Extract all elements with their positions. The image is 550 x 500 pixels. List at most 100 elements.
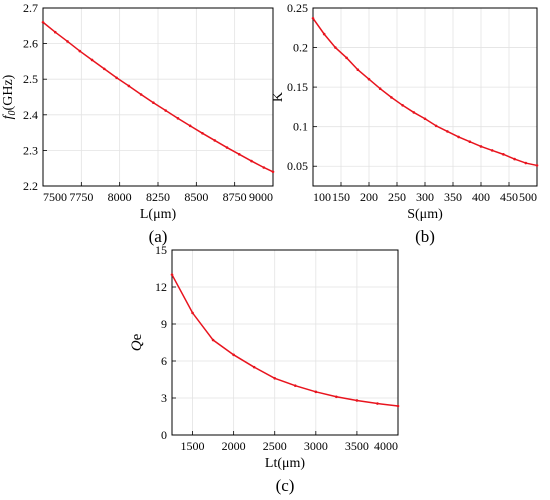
panel-b-data-point <box>479 145 483 148</box>
panel-b-data-point <box>311 16 315 20</box>
panel-c-xtick-label: 3000 <box>304 439 328 453</box>
panel-b-ytick-label: 0.05 <box>287 159 308 173</box>
panel-b-data-point <box>434 124 438 128</box>
panel-b-data-point <box>401 104 404 107</box>
panel-a-xtick-label: 8250 <box>146 190 170 204</box>
panel-c-ticks: 1500 2000 2500 3000 3500 4000 0 3 6 9 12 15 <box>155 243 399 453</box>
panel-a-xtick-label: 7500 <box>43 190 67 204</box>
panel-b-grid <box>312 7 538 186</box>
panel-a-data-point <box>90 58 94 62</box>
panel-c-x-axis-label: Lt(μm) <box>265 456 305 471</box>
panel-c-ytick-label: 6 <box>161 354 167 368</box>
panel-c-data-point <box>191 311 194 315</box>
panel-a-xtick-label: 7750 <box>69 190 93 204</box>
panel-a-data-point <box>188 124 192 128</box>
panel-a-xtick-label: 8000 <box>108 190 132 204</box>
panel-c-data-point <box>211 338 215 342</box>
panel-b-y-axis-label: K <box>271 92 286 102</box>
panel-a-data-point <box>139 93 143 96</box>
panel-c-data-point <box>252 365 256 369</box>
panel-c-data-point <box>335 395 338 399</box>
panel-b-ytick-label: 0.25 <box>287 1 308 15</box>
panel-c-data-point <box>232 353 235 357</box>
panel-c-y-axis-label-main: Q <box>129 340 145 351</box>
panel-a-data-point <box>213 139 217 142</box>
panel-b-ytick-label: 0.2 <box>293 41 308 55</box>
panel-b-xtick-label: 350 <box>444 190 462 204</box>
panel-b-xtick-label: 300 <box>416 190 434 204</box>
panel-a-data-point <box>164 109 167 112</box>
panel-c-xtick-label: 2500 <box>263 439 287 453</box>
panel-b-data-point <box>535 164 539 167</box>
panel-a-ytick-label: 2.2 <box>23 179 38 193</box>
panel-b-xtick-label: 400 <box>472 190 490 204</box>
panel-b-data-point <box>367 77 371 81</box>
panel-a-data-point <box>78 49 82 53</box>
panel-b-data-point <box>468 140 472 143</box>
panel-b-xtick-label: 150 <box>332 190 350 204</box>
panel-b-caption: (b) <box>415 227 435 246</box>
panel-a: 7500 7750 8000 8250 8500 8750 9000 2.2 2.3 2.4 2.5… <box>1 1 275 246</box>
panel-c-y-axis-label-sub: e <box>129 333 145 340</box>
panel-a-y-axis-label-unit: (GHz) <box>1 74 16 110</box>
panel-b-data-point <box>390 96 393 99</box>
panel-a-ticks: 7500 7750 8000 8250 8500 8750 9000 2.2 2.3 2.4 2.5… <box>23 1 274 204</box>
panel-a-xtick-label: 8750 <box>223 190 247 204</box>
panel-b-series <box>311 16 539 167</box>
panel-c-ytick-label: 12 <box>155 280 167 294</box>
panel-a-data-point <box>66 40 69 43</box>
panel-a-data-point <box>225 146 229 149</box>
panel-b-x-axis-label: S(μm) <box>407 207 443 222</box>
panel-b-data-point <box>524 161 528 165</box>
panel-b-data-point <box>322 32 326 36</box>
panel-b-ytick-label: 0.1 <box>293 120 308 134</box>
panel-b-data-point <box>412 111 416 114</box>
panel-a-data-line <box>42 21 274 173</box>
panel-b-data-point <box>457 135 460 139</box>
panel-a-y-axis-label-sub: 0 <box>7 110 18 115</box>
panel-c-grid <box>172 249 399 436</box>
panel-c-ytick-label: 0 <box>161 428 167 442</box>
panel-c-data-point <box>170 273 174 276</box>
panel-b-xtick-label: 500 <box>519 190 537 204</box>
panel-a-grid <box>42 7 274 187</box>
panel-c-ytick-label: 9 <box>161 317 167 331</box>
panel-a-data-point <box>53 30 57 34</box>
panel-c-data-point <box>396 404 400 408</box>
panel-a-y-axis-label: f0(GHz) <box>1 74 18 119</box>
panel-a-xtick-label: 9000 <box>249 190 273 204</box>
panel-c-ytick-label: 15 <box>155 243 167 257</box>
panel-a-ytick-label: 2.6 <box>23 37 38 51</box>
panel-b-data-point <box>345 56 348 60</box>
panel-c-data-point <box>293 384 297 387</box>
panel-a-data-point <box>115 76 118 80</box>
panel-b-xtick-label: 200 <box>360 190 378 204</box>
panel-b-ytick-label: 0.15 <box>287 80 308 94</box>
panel-c-series <box>170 273 400 408</box>
panel-c-data-point <box>273 376 277 380</box>
panel-c-data-point <box>314 390 318 394</box>
panel-a-xtick-label: 8500 <box>184 190 208 204</box>
panel-c-plot-frame <box>171 249 399 436</box>
panel-c-data-point <box>355 399 359 402</box>
panel-b-data-point <box>334 46 337 49</box>
panel-c-y-axis-label: Qe <box>129 333 145 351</box>
panel-a-caption: (a) <box>149 227 168 246</box>
panel-b-xtick-label: 450 <box>500 190 518 204</box>
panel-a-data-point <box>271 170 275 174</box>
panel-c-xtick-label: 3500 <box>345 439 369 453</box>
panel-a-series <box>41 20 275 174</box>
panel-c-xtick-label: 1500 <box>181 439 205 453</box>
panel-b-data-point <box>423 117 427 121</box>
panel-a-ytick-label: 2.7 <box>23 1 38 15</box>
panel-a-data-point <box>201 132 204 135</box>
panel-a-ytick-label: 2.4 <box>23 108 38 122</box>
panel-b-ticks: 100 150 200 250 300 350 400 450 500 0.05 0.1 0.15 0.… <box>287 1 538 204</box>
panel-b-data-point <box>356 68 360 72</box>
panel-b-xtick-label: 250 <box>388 190 406 204</box>
panel-b-data-point <box>378 87 382 90</box>
panel-c-ytick-label: 3 <box>161 391 167 405</box>
panel-a-ytick-label: 2.3 <box>23 143 38 157</box>
panel-c-xtick-label: 2000 <box>222 439 246 453</box>
